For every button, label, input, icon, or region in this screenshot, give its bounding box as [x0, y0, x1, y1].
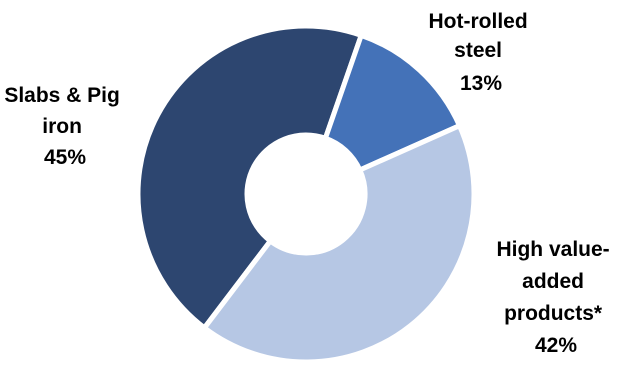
label-slabs-line-1: Slabs & Pig — [4, 84, 120, 107]
label-hva-value: 42% — [535, 334, 577, 357]
label-hva-line-2: added — [522, 270, 584, 293]
label-slabs-line-2: iron — [42, 115, 82, 138]
slices-group — [135, 23, 477, 365]
label-hot-rolled-value: 13% — [460, 72, 502, 95]
label-hot-rolled: Hot-rolled steel 13% — [429, 10, 534, 95]
label-slabs-value: 45% — [44, 146, 86, 169]
label-hva-line-1: High value- — [496, 238, 609, 261]
label-hot-rolled-line-1: Hot-rolled — [429, 10, 528, 33]
label-slabs: Slabs & Pig iron 45% — [4, 84, 125, 169]
label-hot-rolled-line-2: steel — [454, 39, 502, 62]
slice-hva — [200, 122, 477, 365]
label-hva: High value- added products* 42% — [496, 238, 615, 357]
label-hva-line-3: products* — [504, 302, 603, 325]
slice-slabs — [135, 23, 365, 332]
slice-hot-rolled — [322, 32, 463, 174]
